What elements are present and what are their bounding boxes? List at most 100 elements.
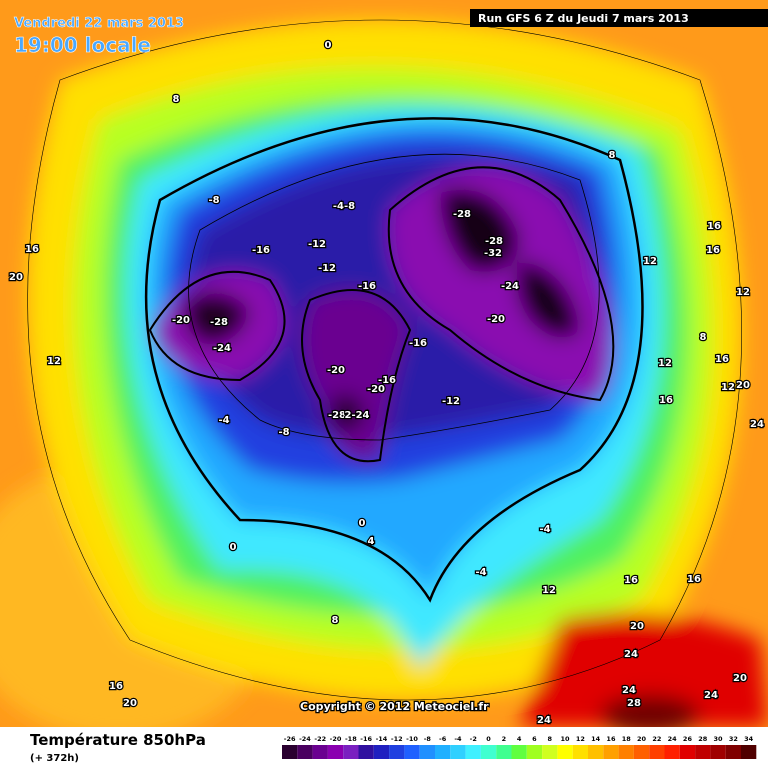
legend-label: 20 <box>637 735 647 743</box>
legend-label: 10 <box>561 735 571 743</box>
legend-label: -18 <box>345 735 357 743</box>
contour-label: 2-24 <box>344 410 369 421</box>
temperature-field: 088-8-4-8-16-12-12-16-28-28-32-24-20-20-… <box>0 0 768 727</box>
legend-label: 14 <box>591 735 601 743</box>
legend-label: 8 <box>547 735 552 743</box>
contour-label: 16 <box>624 575 638 586</box>
contour-label: -16 <box>252 245 270 256</box>
contour-label: 0 <box>359 518 366 529</box>
contour-label: 20 <box>733 673 747 684</box>
contour-label: -28 <box>210 317 228 328</box>
contour-label: -8 <box>208 195 219 206</box>
contour-label: 16 <box>659 395 673 406</box>
legend-swatch <box>419 745 435 759</box>
legend-label: 30 <box>714 735 724 743</box>
legend-swatch <box>358 745 374 759</box>
contour-label: 12 <box>47 356 61 367</box>
legend-swatch <box>404 745 420 759</box>
contour-label: 8 <box>700 332 707 343</box>
contour-label: -16 <box>409 338 427 349</box>
legend-swatch <box>633 745 650 759</box>
legend-label: -24 <box>299 735 311 743</box>
legend-label: 28 <box>698 735 708 743</box>
contour-label: 12 <box>542 585 556 596</box>
contour-label: -24 <box>501 281 519 292</box>
contour-label: -20 <box>172 315 190 326</box>
legend-swatch <box>618 745 634 759</box>
contour-label: 8 <box>173 94 180 105</box>
legend-label: -16 <box>360 735 372 743</box>
legend-swatch <box>710 745 726 759</box>
contour-label: 12 <box>643 256 657 267</box>
contour-label: 24 <box>750 419 764 430</box>
legend-swatch <box>282 745 298 759</box>
contour-label: 20 <box>736 380 750 391</box>
contour-label: -28 <box>485 236 503 247</box>
legend-label: -4 <box>454 735 462 743</box>
contour-labels: 088-8-4-8-16-12-12-16-28-28-32-24-20-20-… <box>8 39 765 727</box>
legend-swatch <box>649 745 665 759</box>
legend-swatch <box>741 745 757 759</box>
legend-swatch <box>557 745 573 759</box>
legend-swatch <box>603 745 619 759</box>
legend-label: -8 <box>424 735 432 743</box>
legend-label: 6 <box>532 735 537 743</box>
legend-label: 0 <box>486 735 491 743</box>
contour-label: -4 <box>539 524 550 535</box>
run-box <box>470 9 768 27</box>
legend-label: -10 <box>406 735 418 743</box>
legend-label: -20 <box>330 735 342 743</box>
contour-label: -8 <box>278 427 289 438</box>
legend-swatch <box>389 745 405 759</box>
legend-label: -12 <box>391 735 403 743</box>
contour-label: 0 <box>230 542 237 553</box>
contour-label: -24 <box>213 343 231 354</box>
contour-label: -12 <box>318 263 336 274</box>
contour-label: -4 <box>475 567 486 578</box>
contour-label: -32 <box>484 248 502 259</box>
contour-label: -20 <box>487 314 505 325</box>
local-time: 19:00 locale <box>14 33 151 57</box>
contour-label: -16 <box>358 281 376 292</box>
legend-label: -2 <box>470 735 477 743</box>
legend-label: 18 <box>622 735 632 743</box>
legend-swatch <box>343 745 359 759</box>
contour-label: 16 <box>109 681 123 692</box>
legend-label: -22 <box>314 735 326 743</box>
legend-swatch <box>664 745 680 759</box>
contour-label: 4 <box>368 536 375 547</box>
legend-label: 26 <box>683 735 693 743</box>
contour-label: 8 <box>609 150 616 161</box>
legend-label: -6 <box>439 735 447 743</box>
footer-title: Température 850hPa <box>30 731 206 749</box>
contour-label: 16 <box>25 244 39 255</box>
contour-label: 24 <box>622 685 636 696</box>
contour-label: -12 <box>442 396 460 407</box>
contour-label: -4 <box>218 415 229 426</box>
contour-label: 28 <box>627 698 641 709</box>
contour-label: -28 <box>453 209 471 220</box>
legend-label: 22 <box>652 735 661 743</box>
legend-swatch <box>373 745 390 759</box>
legend-swatch <box>465 745 481 759</box>
contour-label: 16 <box>715 354 729 365</box>
copyright: Copyright © 2012 Meteociel.fr <box>300 700 489 713</box>
legend-label: -14 <box>376 735 388 743</box>
legend-swatch <box>526 745 543 759</box>
contour-label: -20 <box>367 384 385 395</box>
legend-swatch <box>572 745 588 759</box>
contour-label: 24 <box>704 690 718 701</box>
color-legend: -26 -24 -22 -20 -18 -16 -14 -12 -10 -8 -6 -4 -2 0 2 4 6 8… <box>282 735 757 759</box>
contour-label: 16 <box>687 574 701 585</box>
legend-swatch <box>327 745 344 759</box>
contour-label: 20 <box>123 698 137 709</box>
legend-label: 12 <box>576 735 585 743</box>
legend-swatch <box>297 745 313 759</box>
contour-label: 20 <box>630 621 644 632</box>
contour-label: 24 <box>537 715 551 726</box>
legend-label: 32 <box>729 735 738 743</box>
legend-label: 16 <box>606 735 616 743</box>
contour-label: -16 <box>378 375 396 386</box>
contour-label: -12 <box>308 239 326 250</box>
